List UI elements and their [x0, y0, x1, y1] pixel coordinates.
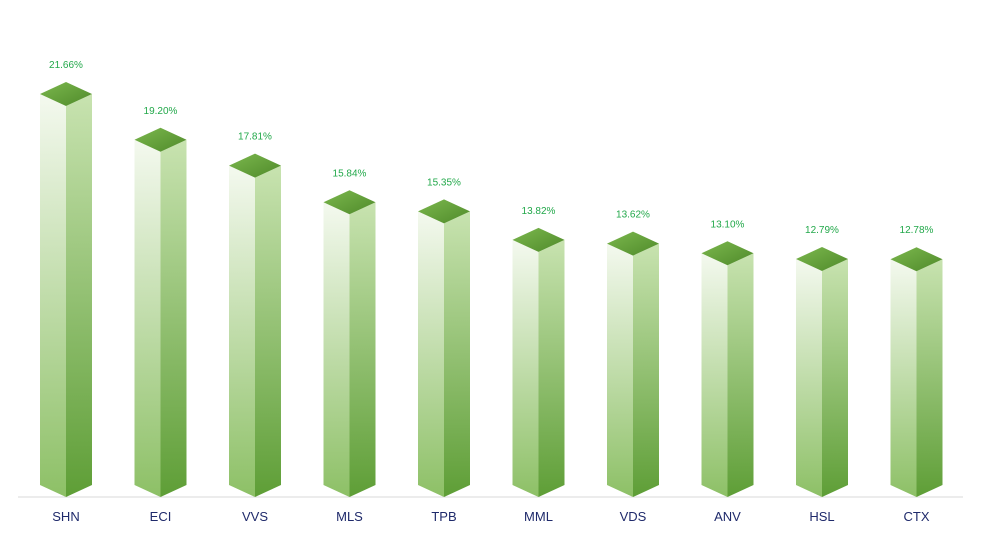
bar-tpb [418, 199, 470, 497]
value-label-shn: 21.66% [49, 60, 83, 71]
value-label-mml: 13.82% [522, 206, 556, 217]
bar-vds [607, 231, 659, 497]
value-labels-group: 21.66% 19.20% 17.81% 15.84% 15.35% 13.82% 13.6… [49, 60, 934, 236]
bar-front-face [796, 259, 822, 497]
value-label-ctx: 12.78% [900, 225, 934, 236]
category-label-vvs: VVS [242, 509, 268, 524]
bar-front-face [701, 253, 728, 497]
bar-side-face [822, 259, 848, 497]
value-label-mls: 15.84% [333, 168, 367, 179]
bar-top-face [40, 82, 92, 106]
bar-top-face [607, 231, 659, 256]
value-label-tpb: 15.35% [427, 177, 461, 188]
value-label-anv: 13.10% [711, 219, 745, 230]
bar-side-face [727, 253, 754, 497]
category-label-shn: SHN [52, 509, 79, 524]
bar-front-face [323, 202, 350, 497]
category-label-hsl: HSL [809, 509, 834, 524]
bar-side-face [160, 139, 187, 497]
bar-top-face [512, 227, 565, 252]
category-label-ctx: CTX [904, 509, 930, 524]
bar-side-face [916, 259, 943, 497]
bar-side-face [538, 239, 565, 497]
category-labels-group: SHN ECI VVS MLS TPB MML VDS ANV HSL CTX [52, 509, 930, 524]
bar-side-face [255, 165, 281, 498]
bar-side-face [444, 211, 470, 497]
bar-top-face [229, 153, 281, 178]
bar-top-face [418, 199, 470, 224]
bar-ctx [890, 247, 943, 497]
bar-side-face [633, 243, 659, 497]
bar-front-face [229, 165, 255, 498]
category-label-vds: VDS [620, 509, 647, 524]
bar-mls [323, 190, 376, 497]
bar-vvs [229, 153, 281, 498]
value-label-vds: 13.62% [616, 210, 650, 221]
bars-group [40, 82, 943, 498]
category-label-tpb: TPB [431, 509, 456, 524]
bar-top-face [323, 190, 376, 215]
bar-shn [40, 82, 92, 497]
value-label-eci: 19.20% [144, 106, 178, 117]
bar-eci [134, 127, 187, 497]
bar-side-face [349, 202, 376, 497]
bar-side-face [66, 94, 92, 497]
bar-hsl [796, 247, 848, 497]
bar-front-face [607, 243, 633, 497]
bar-top-face [796, 247, 848, 272]
bar-front-face [890, 259, 917, 497]
bar-top-face [701, 241, 754, 266]
bar-front-face [134, 139, 161, 497]
bar-anv [701, 241, 754, 497]
category-label-anv: ANV [714, 509, 741, 524]
value-label-vvs: 17.81% [238, 132, 272, 143]
category-label-mls: MLS [336, 509, 363, 524]
category-label-mml: MML [524, 509, 553, 524]
category-label-eci: ECI [150, 509, 172, 524]
bar-top-face [134, 127, 187, 152]
bar-front-face [512, 239, 539, 497]
bar-front-face [40, 94, 66, 497]
bar-mml [512, 227, 565, 497]
bar-top-face [890, 247, 943, 272]
value-label-hsl: 12.79% [805, 225, 839, 236]
bar-front-face [418, 211, 444, 497]
